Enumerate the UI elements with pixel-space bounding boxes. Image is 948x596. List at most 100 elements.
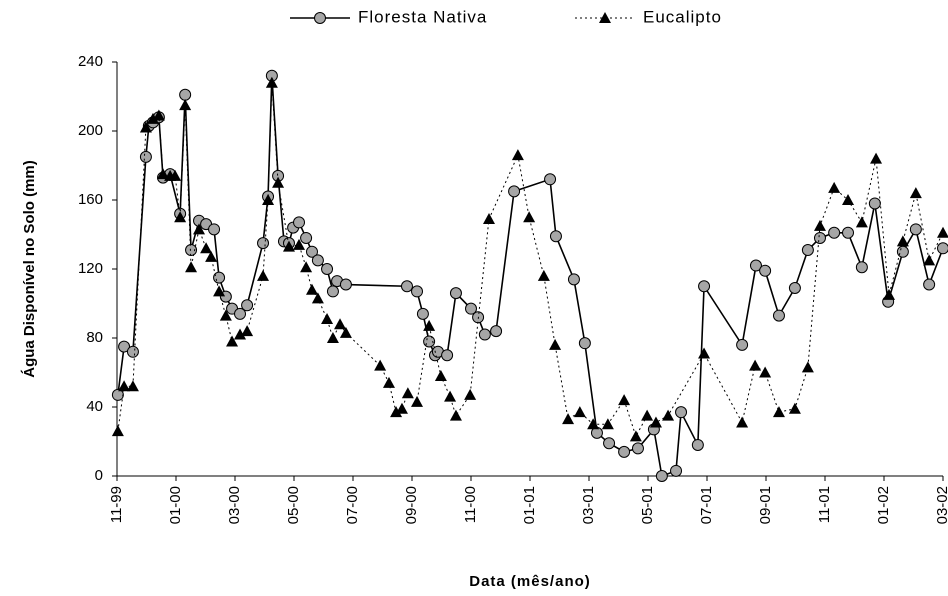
legend-marker	[599, 12, 611, 23]
marker	[909, 223, 922, 236]
marker	[603, 437, 616, 450]
marker	[567, 273, 580, 286]
marker	[400, 280, 413, 293]
marker	[305, 245, 318, 258]
marker	[896, 245, 909, 258]
marker	[670, 464, 683, 477]
marker	[698, 280, 711, 293]
marker	[169, 169, 182, 181]
series-line	[117, 75, 944, 478]
y-tick-label: 120	[78, 260, 103, 277]
marker	[241, 325, 254, 337]
marker	[311, 254, 324, 267]
marker	[226, 335, 239, 347]
marker	[813, 219, 826, 231]
marker	[449, 409, 462, 421]
marker	[434, 369, 447, 381]
marker	[157, 168, 170, 180]
y-tick-label: 240	[78, 53, 103, 70]
marker	[578, 337, 591, 350]
marker	[311, 292, 324, 304]
marker	[152, 109, 165, 121]
marker	[395, 402, 408, 414]
marker	[631, 442, 644, 455]
marker	[655, 470, 668, 482]
marker	[411, 395, 424, 407]
marker	[193, 223, 206, 235]
marker	[788, 281, 801, 294]
marker	[855, 261, 868, 274]
marker	[293, 216, 306, 229]
marker	[282, 240, 295, 252]
marker	[465, 302, 477, 315]
marker	[544, 173, 557, 186]
marker	[262, 194, 275, 205]
legend-label: Floresta Nativa	[358, 7, 487, 26]
marker	[146, 112, 159, 124]
x-axis-title: Data (mês/ano)	[469, 573, 591, 590]
marker	[213, 271, 226, 284]
marker	[179, 99, 192, 111]
marker	[909, 187, 922, 199]
marker	[205, 250, 218, 262]
marker	[562, 413, 575, 425]
marker	[293, 238, 306, 250]
marker	[649, 416, 662, 428]
marker	[896, 235, 909, 247]
marker	[213, 285, 226, 297]
marker	[813, 231, 826, 244]
marker	[444, 390, 457, 402]
marker	[139, 150, 152, 163]
y-tick-label: 200	[78, 122, 103, 139]
marker	[179, 88, 192, 101]
marker	[326, 332, 339, 343]
marker	[618, 445, 631, 458]
marker	[449, 287, 462, 300]
marker	[508, 185, 521, 198]
x-tick-label: 11-01	[816, 486, 833, 523]
x-tick-label: 05-00	[285, 486, 302, 524]
marker	[629, 430, 642, 442]
y-axis-title: Água Disponível no Solo (mm)	[21, 160, 38, 378]
marker	[870, 152, 883, 164]
marker	[390, 406, 403, 418]
y-tick-label: 80	[86, 329, 103, 346]
marker	[801, 361, 814, 373]
marker	[601, 418, 614, 430]
marker	[257, 237, 270, 250]
marker	[749, 359, 762, 371]
marker	[339, 278, 352, 291]
marker	[411, 285, 424, 298]
marker	[326, 285, 339, 298]
marker	[305, 283, 318, 295]
marker	[587, 418, 600, 430]
marker	[339, 326, 352, 338]
y-tick-label: 40	[86, 398, 103, 415]
marker	[464, 388, 477, 400]
marker	[923, 254, 936, 266]
x-tick-label: 03-02	[934, 486, 948, 524]
marker	[937, 242, 948, 255]
marker	[883, 288, 896, 300]
marker	[334, 318, 347, 330]
marker	[300, 231, 313, 244]
legend-label: Eucalipto	[643, 7, 722, 26]
marker	[675, 406, 688, 419]
marker	[691, 438, 704, 451]
marker	[321, 263, 334, 275]
x-tick-label: 05-01	[639, 486, 656, 524]
x-tick-label: 01-02	[875, 486, 892, 524]
marker	[523, 211, 536, 223]
x-tick-label: 11-99	[108, 486, 125, 523]
marker	[772, 406, 785, 418]
marker	[300, 261, 313, 273]
marker	[482, 212, 495, 224]
marker	[772, 309, 785, 322]
marker	[801, 244, 814, 257]
x-tick-label: 09-01	[757, 486, 774, 524]
marker	[257, 269, 270, 281]
marker	[174, 211, 187, 223]
marker	[241, 299, 254, 312]
marker	[759, 366, 772, 378]
